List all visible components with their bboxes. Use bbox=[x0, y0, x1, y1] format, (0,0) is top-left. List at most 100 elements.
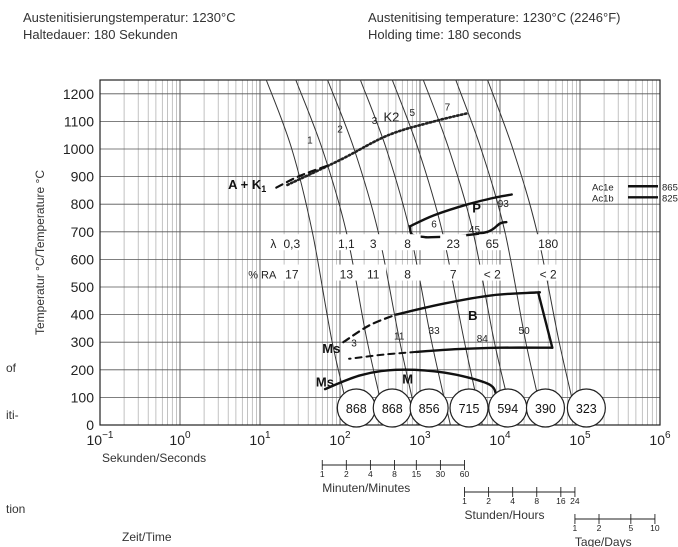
lambda-value-bg bbox=[535, 234, 562, 251]
secondary-axis-tick-label: 8 bbox=[534, 496, 539, 506]
secondary-axis-tick-label: 4 bbox=[510, 496, 515, 506]
hardness-value: 868 bbox=[346, 402, 367, 416]
secondary-axis-tick-label: 2 bbox=[597, 523, 602, 533]
ac-marker-value: 825 bbox=[662, 193, 678, 204]
secondary-axis-tick-label: 16 bbox=[556, 496, 566, 506]
secondary-axis-label: Minuten/Minutes bbox=[322, 481, 410, 495]
ra-value: 11 bbox=[367, 268, 380, 282]
ac-marker-value: 865 bbox=[662, 182, 678, 193]
x-tick-label: 105 bbox=[569, 430, 591, 448]
header-right-line2: Holding time: 180 seconds bbox=[368, 27, 522, 42]
ra-row-label: % RA bbox=[248, 270, 277, 282]
hardness-circle bbox=[525, 388, 566, 428]
x-tick-label: 103 bbox=[409, 430, 431, 448]
x-tick-label: 101 bbox=[249, 430, 271, 448]
y-tick-label: 400 bbox=[71, 307, 95, 323]
lambda-value: 180 bbox=[538, 237, 558, 251]
header-right-line1: Austenitising temperature: 1230°C (2246°… bbox=[368, 10, 621, 25]
cooling-curve-label: 5 bbox=[409, 108, 415, 119]
bainite-value-label: 3 bbox=[351, 338, 357, 349]
cooling-curve-3 bbox=[327, 79, 419, 426]
secondary-axis-tick-label: 8 bbox=[392, 469, 397, 479]
y-tick-label: 1000 bbox=[63, 141, 94, 157]
phase-label: Ms bbox=[316, 374, 334, 389]
ra-value: 7 bbox=[450, 268, 457, 282]
cooling-curve-6 bbox=[422, 79, 515, 426]
hardness-circle bbox=[449, 388, 489, 428]
secondary-axis-tick-label: 60 bbox=[460, 469, 470, 479]
bainite-value-label: 33 bbox=[429, 326, 441, 337]
bainite-boundary-lower-dashed bbox=[348, 350, 418, 360]
ra-value: < 2 bbox=[484, 268, 501, 282]
lambda-value: 8 bbox=[404, 237, 411, 251]
hardness-value: 868 bbox=[382, 402, 403, 416]
phase-label: B bbox=[468, 308, 477, 323]
y-tick-label: 1200 bbox=[63, 86, 94, 102]
margin-note-2: iti- bbox=[6, 408, 19, 422]
y-tick-label: 600 bbox=[71, 251, 95, 267]
ra-value: 17 bbox=[285, 268, 299, 282]
bainite-value-label: 11 bbox=[394, 331, 405, 342]
ra-value-bg bbox=[278, 264, 305, 281]
y-tick-label: 1100 bbox=[64, 113, 94, 129]
ra-value: 8 bbox=[404, 268, 411, 282]
carbide-boundary-dashed bbox=[275, 164, 329, 189]
bainite-boundary-lower bbox=[415, 346, 554, 354]
time-label: Zeit/Time bbox=[122, 530, 172, 544]
phase-label: Ms bbox=[322, 341, 340, 356]
x-tick-label: 106 bbox=[649, 430, 671, 448]
y-tick-label: 500 bbox=[71, 279, 95, 295]
lambda-value-bg bbox=[360, 234, 387, 251]
cooling-curve-7 bbox=[455, 79, 545, 426]
bainite-boundary-dashed bbox=[342, 313, 397, 344]
k2-label: K2 bbox=[384, 109, 400, 124]
martensite-line bbox=[323, 368, 498, 396]
hardness-circle bbox=[409, 388, 449, 428]
y-tick-label: 200 bbox=[71, 362, 95, 378]
y-tick-label: 300 bbox=[71, 334, 95, 350]
pearlite-value-label: 6 bbox=[431, 220, 437, 231]
cooling-curve-label: 7 bbox=[445, 102, 451, 113]
ra-value-bg bbox=[333, 264, 360, 281]
lambda-value-bg bbox=[333, 234, 360, 251]
cooling-curve-5 bbox=[391, 79, 483, 426]
bainite-value-label: 84 bbox=[477, 334, 489, 345]
lambda-value: 3 bbox=[370, 237, 377, 251]
ra-value-bg bbox=[440, 264, 467, 281]
x-tick-label: 102 bbox=[329, 430, 351, 448]
secondary-axis-label: Tage/Days bbox=[575, 535, 632, 547]
cooling-curve-1 bbox=[265, 79, 353, 426]
cooling-curve-8 bbox=[487, 79, 579, 426]
plot-frame bbox=[99, 79, 661, 426]
bainite-boundary-upper bbox=[394, 291, 541, 316]
secondary-axis-tick-label: 1 bbox=[320, 469, 325, 479]
phase-label: A + K1 bbox=[228, 177, 266, 194]
lambda-value-bg bbox=[278, 234, 305, 251]
ra-value-bg bbox=[394, 264, 421, 281]
lambda-value: 0,3 bbox=[283, 237, 300, 251]
pearlite-boundary-upper bbox=[408, 193, 513, 228]
hardness-circle bbox=[566, 388, 606, 428]
header-left-line1: Austenitisierungstemperatur: 1230°C bbox=[23, 10, 236, 25]
secondary-axis-tick-label: 30 bbox=[436, 469, 446, 479]
lambda-value: 65 bbox=[486, 237, 500, 251]
secondary-axis-label: Stunden/Hours bbox=[465, 508, 545, 522]
secondary-axis-tick-label: 1 bbox=[462, 496, 467, 506]
cooling-curve-label: 1 bbox=[307, 135, 313, 146]
x-tick-label: 10−1 bbox=[87, 430, 114, 448]
y-tick-label: 700 bbox=[71, 224, 95, 240]
margin-note-3: tion bbox=[6, 502, 26, 516]
secondary-axis-tick-label: 5 bbox=[628, 523, 633, 533]
secondary-axis-tick-label: 15 bbox=[412, 469, 422, 479]
y-tick-label: 800 bbox=[71, 196, 95, 212]
pearlite-value-label: 93 bbox=[498, 199, 510, 210]
lambda-row-label: λ bbox=[270, 237, 276, 251]
bainite-boundary-right bbox=[537, 291, 554, 349]
hardness-value: 594 bbox=[497, 402, 518, 416]
cooling-curve-label: 2 bbox=[337, 124, 343, 135]
margin-note-1: of bbox=[6, 361, 17, 375]
x-axis-label: Sekunden/Seconds bbox=[102, 451, 206, 465]
secondary-axis-tick-label: 4 bbox=[368, 469, 373, 479]
lambda-value: 1,1 bbox=[338, 237, 355, 251]
